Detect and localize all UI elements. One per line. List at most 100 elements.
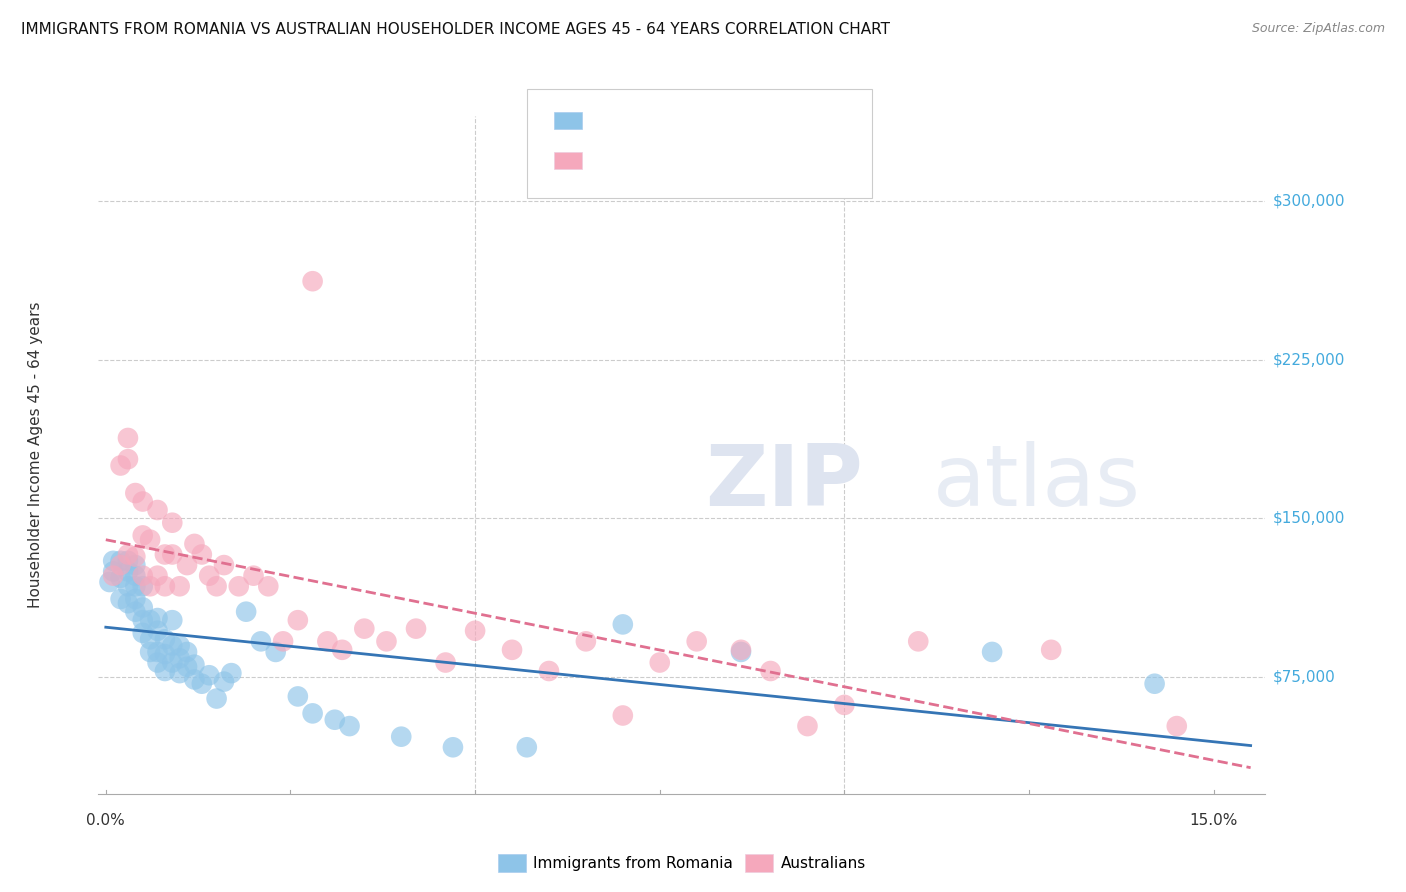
Point [162, 516, 184, 530]
Point [139, 632, 162, 647]
Point [153, 647, 176, 661]
Point [221, 666, 243, 681]
Point [183, 537, 205, 551]
Point [183, 673, 205, 687]
Point [730, 642, 752, 657]
Point [162, 613, 184, 627]
Point [287, 690, 309, 704]
Point [441, 740, 464, 755]
Text: Householder Income Ages 45 - 64 years: Householder Income Ages 45 - 64 years [28, 301, 42, 608]
Point [612, 617, 634, 632]
Point [205, 691, 228, 706]
Point [1040, 642, 1063, 657]
Text: 52: 52 [752, 153, 773, 168]
Point [212, 558, 235, 573]
Point [434, 656, 457, 670]
Point [153, 579, 176, 593]
Point [316, 634, 339, 648]
Text: R =: R = [595, 113, 628, 128]
Point [139, 579, 162, 593]
Point [132, 568, 155, 582]
Point [124, 605, 146, 619]
Point [339, 719, 361, 733]
Text: 58: 58 [752, 113, 773, 128]
Point [117, 565, 139, 579]
Text: R =: R = [595, 153, 628, 168]
Point [110, 558, 132, 573]
Point [117, 596, 139, 610]
Point [375, 634, 398, 648]
Point [146, 503, 169, 517]
Point [139, 533, 162, 547]
Point [176, 645, 198, 659]
Point [907, 634, 929, 648]
Point [198, 568, 221, 582]
Point [132, 528, 155, 542]
Point [132, 494, 155, 508]
Point [124, 568, 146, 582]
Point [686, 634, 709, 648]
Point [834, 698, 856, 712]
Point [117, 431, 139, 445]
Point [103, 554, 125, 568]
Point [1166, 719, 1188, 733]
Point [98, 574, 121, 589]
Point [323, 713, 346, 727]
Point [405, 622, 427, 636]
Point [124, 592, 146, 607]
Point [537, 664, 560, 678]
Point [301, 706, 323, 721]
Point [612, 708, 634, 723]
Text: $225,000: $225,000 [1272, 352, 1344, 368]
Point [139, 613, 162, 627]
Text: $75,000: $75,000 [1272, 670, 1336, 685]
Point [198, 668, 221, 682]
Legend: Immigrants from Romania, Australians: Immigrants from Romania, Australians [492, 848, 872, 878]
Point [250, 634, 273, 648]
Point [257, 579, 280, 593]
Point [132, 579, 155, 593]
Point [191, 676, 214, 690]
Point [162, 639, 184, 653]
Point [330, 642, 353, 657]
Text: IMMIGRANTS FROM ROMANIA VS AUSTRALIAN HOUSEHOLDER INCOME AGES 45 - 64 YEARS CORR: IMMIGRANTS FROM ROMANIA VS AUSTRALIAN HO… [21, 22, 890, 37]
Point [228, 579, 250, 593]
Point [271, 634, 294, 648]
Point [124, 558, 146, 573]
Point [501, 642, 523, 657]
Point [648, 656, 671, 670]
Text: 15.0%: 15.0% [1189, 813, 1237, 828]
Text: ZIP: ZIP [706, 441, 863, 524]
Point [139, 645, 162, 659]
Point [169, 639, 191, 653]
Point [176, 660, 198, 674]
Point [191, 548, 214, 562]
Point [287, 613, 309, 627]
Point [124, 486, 146, 500]
Point [146, 611, 169, 625]
Point [117, 579, 139, 593]
Text: Source: ZipAtlas.com: Source: ZipAtlas.com [1251, 22, 1385, 36]
Point [730, 645, 752, 659]
Point [103, 568, 125, 582]
Point [516, 740, 538, 755]
Text: N =: N = [721, 153, 755, 168]
Point [132, 600, 155, 615]
Point [759, 664, 782, 678]
Point [242, 568, 264, 582]
Text: 0.073: 0.073 [634, 153, 678, 168]
Point [117, 554, 139, 568]
Point [301, 274, 323, 288]
Point [169, 579, 191, 593]
Point [153, 632, 176, 647]
Point [110, 571, 132, 585]
Point [1143, 676, 1166, 690]
Text: -0.266: -0.266 [631, 113, 681, 128]
Point [103, 565, 125, 579]
Point [464, 624, 486, 638]
Point [146, 568, 169, 582]
Point [212, 674, 235, 689]
Point [796, 719, 818, 733]
Point [124, 579, 146, 593]
Point [162, 548, 184, 562]
